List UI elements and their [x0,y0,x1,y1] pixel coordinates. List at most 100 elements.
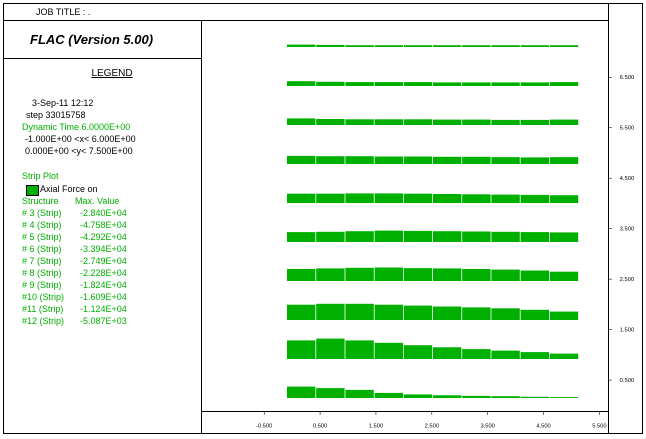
strip-5-segment [520,119,549,125]
strip-8-segment [491,231,520,242]
strip-10-segment [403,305,433,320]
strip-8-segment [520,232,549,242]
strip-6-segment [345,156,374,164]
strip-8-segment [316,231,345,242]
strip-8-segment [403,230,433,242]
strip-5-segment [549,119,579,125]
strip-11-segment [403,345,433,359]
strip-5-segment [345,119,374,125]
strip-11-segment [549,353,579,359]
strip-6-segment [462,156,491,164]
job-title: JOB TITLE : . [3,3,609,21]
strip-4-segment [462,82,491,86]
y-axis: 6.500 5.500 4.500 3.500 2.500 1.500 0.500 [609,3,643,434]
strip-4-segment [549,82,579,86]
legend-row-max: -4.758E+04 [80,220,127,230]
strip-6-segment [287,155,316,164]
strip-7-segment [316,193,345,203]
strip-9-segment [462,269,491,281]
strip-plot [287,44,579,398]
strip-11-segment [345,340,374,359]
y-tick-label: 2.500 [620,277,635,283]
legend-row-max: -4.292E+04 [80,232,127,242]
strip-5-segment [403,119,433,125]
strip-3-segment [345,45,374,47]
strip-4-segment [287,81,316,86]
x-tick-label: -0.500 [256,423,272,429]
strip-11-segment [462,349,491,359]
strip-9-segment [520,270,549,281]
strip-7-segment [345,193,374,203]
strip-11-segment [316,338,345,359]
strip-3-segment [374,45,403,47]
strip-9-segment [491,269,520,281]
legend-row-structure: # 4 (Strip) [22,220,62,230]
legend-row-structure: # 7 (Strip) [22,256,62,266]
legend-row-structure: #11 (Strip) [22,304,64,314]
strip-7-segment [549,195,579,203]
legend-row-max: -1.124E+04 [80,304,127,314]
strip-3-segment [403,45,433,47]
strip-10-segment [549,311,579,320]
legend-strip-plot: Strip Plot [22,171,59,181]
legend-row-structure: # 8 (Strip) [22,268,62,278]
strip-6-segment [549,157,579,164]
strip-9-segment [345,267,374,281]
strip-5-segment [462,119,491,125]
strip-11-segment [520,352,549,359]
strip-9-segment [316,268,345,281]
strip-5-segment [374,119,403,125]
strip-11-segment [433,347,462,359]
x-axis: -0.500 0.500 1.500 2.500 3.500 4.500 5.500 [202,411,609,429]
axial-force-swatch [26,185,39,196]
strip-8-segment [549,232,579,242]
legend-row-structure: # 5 (Strip) [22,232,62,242]
strip-3-segment [549,45,579,47]
x-tick-label: 5.500 [592,423,606,429]
strip-7-segment [491,194,520,203]
strip-12-segment [491,396,520,398]
y-tick-label: 0.500 [620,378,635,384]
strip-9-segment [374,267,403,281]
y-tick-label: 3.500 [620,227,635,233]
strip-7-segment [287,193,316,203]
legend-row-structure: #12 (Strip) [22,316,65,326]
strip-5-segment [491,119,520,125]
strip-10-segment [491,308,520,320]
y-tick-label: 5.500 [620,126,635,132]
legend-row-max: -2.749E+04 [80,256,127,266]
strip-5-segment [316,119,345,125]
strip-10-segment [345,303,374,320]
strip-5-segment [287,118,316,125]
legend-y-range: 0.000E+00 <y< 7.500E+00 [25,146,133,156]
x-tick-label: 2.500 [425,423,439,429]
legend-col-max: Max. Value [75,196,120,206]
legend-row-structure: #10 (Strip) [22,292,65,302]
strip-8-segment [374,230,403,242]
strip-11-segment [287,340,316,359]
strip-8-segment [462,231,491,242]
legend-row-max: -2.840E+04 [80,208,127,218]
strip-4-segment [491,82,520,86]
strip-9-segment [433,268,462,281]
x-tick-label: 3.500 [481,423,495,429]
strip-3-segment [433,45,462,47]
strip-11-segment [374,342,403,359]
strip-9-segment [287,269,316,281]
strip-10-segment [433,306,462,320]
legend-row-max: -1.824E+04 [80,280,127,290]
x-tick-label: 1.500 [369,423,383,429]
strip-7-segment [374,193,403,203]
strip-12-segment [520,396,549,398]
y-tick-label: 4.500 [620,176,635,182]
strip-3-segment [520,45,549,47]
strip-7-segment [433,194,462,203]
legend-panel: FLAC (Version 5.00) LEGEND 3-Sep-11 12:1… [3,21,202,434]
strip-11-segment [491,350,520,359]
strip-7-segment [520,194,549,203]
strip-6-segment [491,157,520,164]
strip-4-segment [433,82,462,86]
strip-8-segment [287,232,316,242]
legend-row-max: -2.228E+04 [80,268,127,278]
legend-x-range: -1.000E+00 <x< 6.000E+00 [25,134,136,144]
